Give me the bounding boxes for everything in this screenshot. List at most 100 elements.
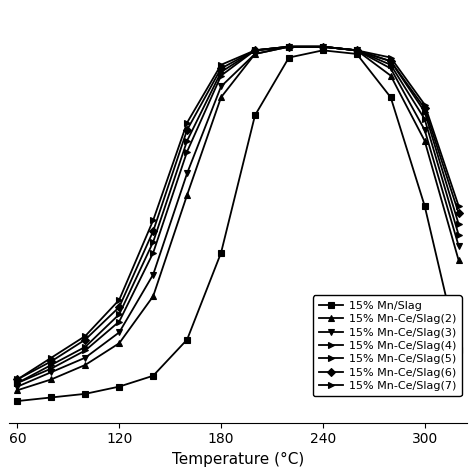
15% Mn-Ce/Slag(6) — [117, 304, 122, 310]
15% Mn-Ce/Slag(3) — [48, 369, 54, 375]
15% Mn/Slag — [286, 55, 292, 60]
15% Mn-Ce/Slag(3) — [15, 384, 20, 390]
X-axis label: Temperature (°C): Temperature (°C) — [172, 452, 304, 467]
15% Mn-Ce/Slag(7) — [150, 218, 156, 223]
15% Mn-Ce/Slag(7) — [252, 47, 258, 53]
15% Mn-Ce/Slag(7) — [354, 47, 360, 53]
15% Mn-Ce/Slag(4) — [15, 380, 20, 386]
15% Mn-Ce/Slag(6) — [150, 228, 156, 234]
15% Mn-Ce/Slag(5) — [117, 311, 122, 317]
15% Mn-Ce/Slag(6) — [184, 127, 190, 133]
15% Mn-Ce/Slag(3) — [388, 65, 393, 71]
15% Mn/Slag — [252, 112, 258, 118]
15% Mn/Slag — [82, 391, 88, 397]
15% Mn-Ce/Slag(3) — [218, 83, 224, 89]
15% Mn-Ce/Slag(7) — [15, 376, 20, 382]
Line: 15% Mn-Ce/Slag(7): 15% Mn-Ce/Slag(7) — [14, 44, 462, 383]
15% Mn-Ce/Slag(7) — [48, 355, 54, 361]
15% Mn-Ce/Slag(2) — [354, 47, 360, 53]
15% Mn-Ce/Slag(4) — [456, 232, 461, 237]
15% Mn-Ce/Slag(7) — [320, 44, 326, 50]
15% Mn-Ce/Slag(5) — [286, 44, 292, 50]
Line: 15% Mn-Ce/Slag(6): 15% Mn-Ce/Slag(6) — [14, 44, 462, 383]
15% Mn-Ce/Slag(3) — [354, 47, 360, 53]
15% Mn-Ce/Slag(3) — [82, 355, 88, 361]
15% Mn-Ce/Slag(4) — [48, 365, 54, 371]
15% Mn-Ce/Slag(3) — [320, 44, 326, 50]
15% Mn-Ce/Slag(4) — [82, 347, 88, 353]
15% Mn-Ce/Slag(3) — [184, 171, 190, 176]
15% Mn-Ce/Slag(3) — [150, 272, 156, 277]
15% Mn-Ce/Slag(2) — [15, 387, 20, 393]
15% Mn-Ce/Slag(4) — [422, 116, 428, 122]
Line: 15% Mn/Slag: 15% Mn/Slag — [14, 47, 462, 404]
15% Mn/Slag — [388, 94, 393, 100]
15% Mn-Ce/Slag(6) — [252, 47, 258, 53]
Legend: 15% Mn/Slag, 15% Mn-Ce/Slag(2), 15% Mn-Ce/Slag(3), 15% Mn-Ce/Slag(4), 15% Mn-Ce/: 15% Mn/Slag, 15% Mn-Ce/Slag(2), 15% Mn-C… — [313, 295, 462, 396]
15% Mn-Ce/Slag(2) — [82, 362, 88, 368]
15% Mn/Slag — [218, 250, 224, 255]
15% Mn-Ce/Slag(2) — [286, 44, 292, 50]
15% Mn-Ce/Slag(5) — [456, 221, 461, 227]
15% Mn-Ce/Slag(5) — [184, 138, 190, 144]
15% Mn-Ce/Slag(5) — [82, 344, 88, 350]
15% Mn-Ce/Slag(5) — [422, 109, 428, 115]
15% Mn-Ce/Slag(6) — [218, 65, 224, 71]
15% Mn/Slag — [422, 203, 428, 209]
15% Mn-Ce/Slag(6) — [286, 44, 292, 50]
15% Mn-Ce/Slag(7) — [286, 44, 292, 50]
15% Mn-Ce/Slag(5) — [48, 362, 54, 368]
15% Mn-Ce/Slag(2) — [218, 94, 224, 100]
15% Mn-Ce/Slag(4) — [286, 44, 292, 50]
15% Mn-Ce/Slag(5) — [320, 44, 326, 50]
15% Mn-Ce/Slag(4) — [184, 149, 190, 155]
15% Mn-Ce/Slag(7) — [117, 297, 122, 303]
15% Mn-Ce/Slag(4) — [320, 44, 326, 50]
15% Mn/Slag — [15, 398, 20, 404]
15% Mn-Ce/Slag(6) — [354, 47, 360, 53]
15% Mn-Ce/Slag(5) — [354, 47, 360, 53]
15% Mn-Ce/Slag(4) — [117, 319, 122, 324]
15% Mn-Ce/Slag(6) — [320, 44, 326, 50]
15% Mn/Slag — [150, 373, 156, 379]
15% Mn-Ce/Slag(7) — [82, 333, 88, 339]
15% Mn-Ce/Slag(4) — [354, 47, 360, 53]
15% Mn-Ce/Slag(5) — [252, 47, 258, 53]
15% Mn-Ce/Slag(2) — [184, 192, 190, 198]
Line: 15% Mn-Ce/Slag(3): 15% Mn-Ce/Slag(3) — [14, 44, 462, 390]
15% Mn-Ce/Slag(3) — [117, 329, 122, 335]
15% Mn-Ce/Slag(7) — [218, 62, 224, 68]
15% Mn/Slag — [117, 384, 122, 390]
Line: 15% Mn-Ce/Slag(5): 15% Mn-Ce/Slag(5) — [14, 44, 462, 386]
Line: 15% Mn-Ce/Slag(4): 15% Mn-Ce/Slag(4) — [14, 44, 462, 386]
15% Mn-Ce/Slag(6) — [15, 376, 20, 382]
15% Mn-Ce/Slag(4) — [388, 62, 393, 68]
15% Mn-Ce/Slag(2) — [388, 73, 393, 79]
15% Mn-Ce/Slag(7) — [456, 203, 461, 209]
15% Mn-Ce/Slag(4) — [252, 47, 258, 53]
15% Mn-Ce/Slag(2) — [150, 293, 156, 299]
15% Mn-Ce/Slag(4) — [218, 73, 224, 79]
15% Mn-Ce/Slag(2) — [422, 138, 428, 144]
15% Mn-Ce/Slag(5) — [388, 58, 393, 64]
15% Mn-Ce/Slag(5) — [218, 69, 224, 75]
15% Mn-Ce/Slag(3) — [286, 44, 292, 50]
15% Mn-Ce/Slag(3) — [252, 51, 258, 57]
15% Mn-Ce/Slag(7) — [184, 120, 190, 126]
15% Mn-Ce/Slag(6) — [82, 337, 88, 342]
15% Mn-Ce/Slag(2) — [320, 44, 326, 50]
15% Mn/Slag — [320, 47, 326, 53]
15% Mn-Ce/Slag(2) — [48, 376, 54, 382]
15% Mn-Ce/Slag(2) — [117, 340, 122, 346]
15% Mn/Slag — [184, 337, 190, 342]
15% Mn-Ce/Slag(5) — [15, 380, 20, 386]
15% Mn-Ce/Slag(7) — [388, 55, 393, 60]
15% Mn-Ce/Slag(7) — [422, 102, 428, 108]
15% Mn-Ce/Slag(3) — [422, 127, 428, 133]
15% Mn-Ce/Slag(2) — [456, 257, 461, 263]
15% Mn/Slag — [456, 347, 461, 353]
15% Mn-Ce/Slag(6) — [48, 358, 54, 364]
15% Mn-Ce/Slag(4) — [150, 250, 156, 255]
15% Mn-Ce/Slag(6) — [388, 58, 393, 64]
Line: 15% Mn-Ce/Slag(2): 15% Mn-Ce/Slag(2) — [14, 44, 462, 393]
